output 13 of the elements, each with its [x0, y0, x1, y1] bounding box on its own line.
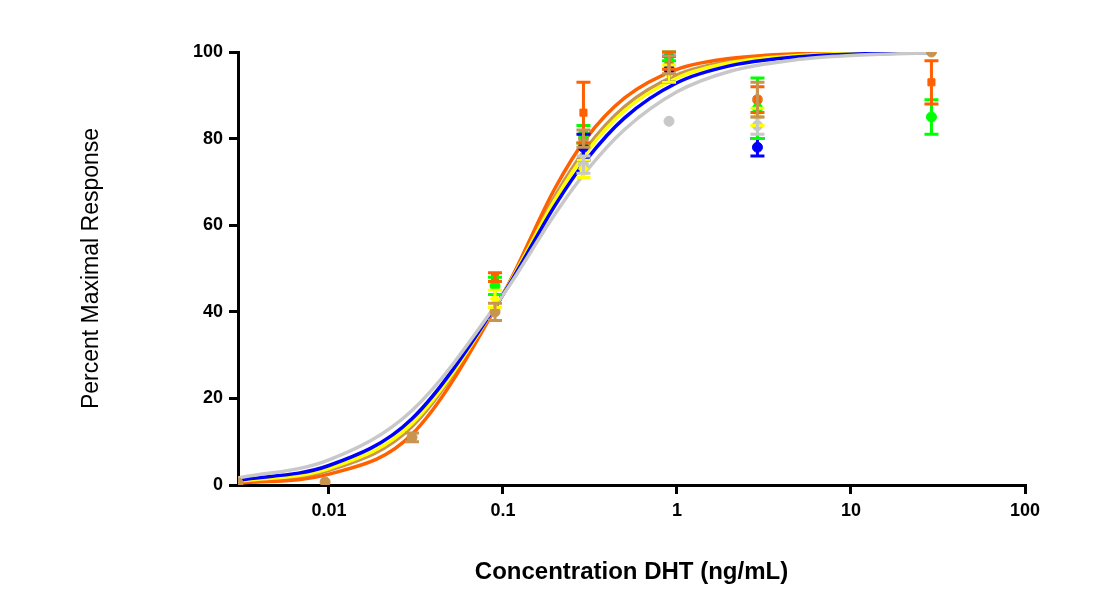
y-tick-label: 80	[202, 127, 223, 148]
y-tick-label: 100	[192, 40, 223, 61]
x-tick-label: 10	[840, 499, 862, 520]
y-tick-label: 0	[212, 473, 223, 494]
x-tick-label: 0.01	[311, 499, 347, 520]
y-tick-label: 20	[202, 387, 223, 408]
x-tick-label: 100	[1009, 499, 1041, 520]
y-tick-label: 40	[202, 300, 223, 321]
x-tick-label: 0.1	[490, 499, 516, 520]
y-tick-label: 60	[202, 214, 223, 235]
x-tick-label: 1	[671, 499, 682, 520]
y-axis-title: Percent Maximal Response	[77, 127, 104, 410]
x-axis-title: Concentration DHT (ng/mL)	[474, 557, 789, 585]
